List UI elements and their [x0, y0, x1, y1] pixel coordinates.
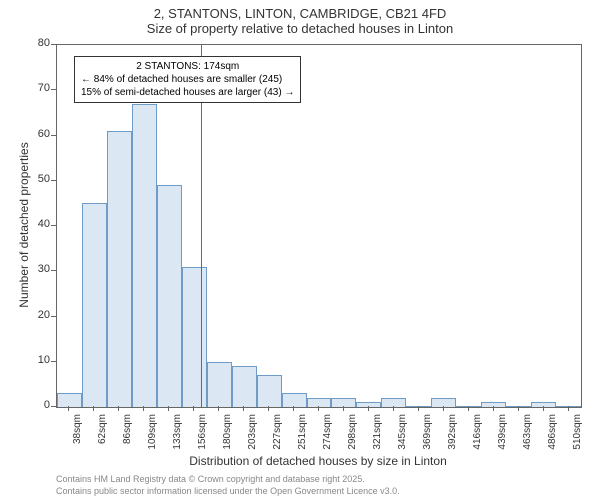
histogram-bar	[481, 402, 506, 407]
y-tick-label: 40	[28, 218, 50, 230]
histogram-bar	[531, 402, 556, 407]
histogram-bar	[157, 185, 182, 407]
x-tick-label: 109sqm	[147, 414, 158, 462]
x-tick-mark	[568, 406, 569, 411]
y-tick-label: 70	[28, 82, 50, 94]
title-subtitle: Size of property relative to detached ho…	[0, 21, 600, 36]
x-tick-mark	[418, 406, 419, 411]
y-tick-label: 30	[28, 263, 50, 275]
histogram-bar	[456, 406, 481, 407]
x-tick-mark	[443, 406, 444, 411]
footer-text: Contains HM Land Registry data © Crown c…	[56, 474, 400, 497]
x-tick-label: 439sqm	[497, 414, 508, 462]
x-tick-mark	[143, 406, 144, 411]
histogram-bar	[82, 203, 107, 407]
x-tick-label: 463sqm	[522, 414, 533, 462]
x-tick-mark	[343, 406, 344, 411]
y-tick-mark	[51, 406, 56, 407]
x-tick-label: 369sqm	[422, 414, 433, 462]
x-tick-label: 298sqm	[347, 414, 358, 462]
x-tick-mark	[193, 406, 194, 411]
x-tick-mark	[543, 406, 544, 411]
histogram-bar	[282, 393, 307, 407]
annotation-line: 2 STANTONS: 174sqm	[81, 60, 294, 73]
x-tick-label: 203sqm	[247, 414, 258, 462]
x-tick-mark	[518, 406, 519, 411]
histogram-bar	[381, 398, 406, 407]
x-tick-mark	[93, 406, 94, 411]
chart-container: 2, STANTONS, LINTON, CAMBRIDGE, CB21 4FD…	[0, 0, 600, 500]
histogram-bar	[57, 393, 82, 407]
x-tick-label: 321sqm	[372, 414, 383, 462]
x-tick-mark	[368, 406, 369, 411]
x-tick-label: 486sqm	[547, 414, 558, 462]
title-block: 2, STANTONS, LINTON, CAMBRIDGE, CB21 4FD…	[0, 0, 600, 36]
x-tick-label: 274sqm	[322, 414, 333, 462]
y-tick-mark	[51, 270, 56, 271]
histogram-bar	[406, 406, 431, 407]
x-tick-label: 251sqm	[297, 414, 308, 462]
x-tick-label: 38sqm	[72, 414, 83, 462]
x-tick-label: 227sqm	[272, 414, 283, 462]
y-tick-mark	[51, 180, 56, 181]
footer-line2: Contains public sector information licen…	[56, 486, 400, 498]
y-tick-mark	[51, 135, 56, 136]
histogram-bar	[506, 406, 531, 407]
x-tick-mark	[118, 406, 119, 411]
y-tick-label: 80	[28, 37, 50, 49]
histogram-bar	[107, 131, 132, 407]
x-tick-label: 62sqm	[97, 414, 108, 462]
x-tick-mark	[318, 406, 319, 411]
y-tick-mark	[51, 316, 56, 317]
x-tick-mark	[493, 406, 494, 411]
histogram-bar	[556, 406, 581, 407]
x-tick-mark	[168, 406, 169, 411]
footer-line1: Contains HM Land Registry data © Crown c…	[56, 474, 400, 486]
histogram-bar	[232, 366, 257, 407]
histogram-bar	[182, 267, 207, 407]
histogram-bar	[331, 398, 356, 407]
histogram-bar	[257, 375, 282, 407]
x-tick-mark	[468, 406, 469, 411]
y-tick-mark	[51, 225, 56, 226]
histogram-bar	[431, 398, 456, 407]
annotation-line: ← 84% of detached houses are smaller (24…	[81, 73, 294, 86]
x-tick-label: 392sqm	[447, 414, 458, 462]
x-tick-label: 86sqm	[122, 414, 133, 462]
y-tick-mark	[51, 361, 56, 362]
x-tick-mark	[393, 406, 394, 411]
x-tick-mark	[218, 406, 219, 411]
y-tick-label: 50	[28, 173, 50, 185]
y-tick-label: 0	[28, 399, 50, 411]
x-tick-mark	[68, 406, 69, 411]
histogram-bar	[356, 402, 381, 407]
x-tick-mark	[243, 406, 244, 411]
x-tick-label: 156sqm	[197, 414, 208, 462]
y-tick-label: 20	[28, 309, 50, 321]
y-tick-label: 60	[28, 128, 50, 140]
y-tick-mark	[51, 44, 56, 45]
x-tick-label: 180sqm	[222, 414, 233, 462]
y-tick-label: 10	[28, 354, 50, 366]
x-tick-mark	[293, 406, 294, 411]
x-tick-label: 510sqm	[572, 414, 583, 462]
x-tick-mark	[268, 406, 269, 411]
title-address: 2, STANTONS, LINTON, CAMBRIDGE, CB21 4FD	[0, 6, 600, 21]
annotation-box: 2 STANTONS: 174sqm← 84% of detached hous…	[74, 56, 301, 103]
x-tick-label: 416sqm	[472, 414, 483, 462]
y-tick-mark	[51, 89, 56, 90]
annotation-line: 15% of semi-detached houses are larger (…	[81, 86, 294, 99]
x-tick-label: 345sqm	[397, 414, 408, 462]
x-tick-label: 133sqm	[172, 414, 183, 462]
histogram-bar	[132, 104, 157, 407]
histogram-bar	[207, 362, 232, 407]
